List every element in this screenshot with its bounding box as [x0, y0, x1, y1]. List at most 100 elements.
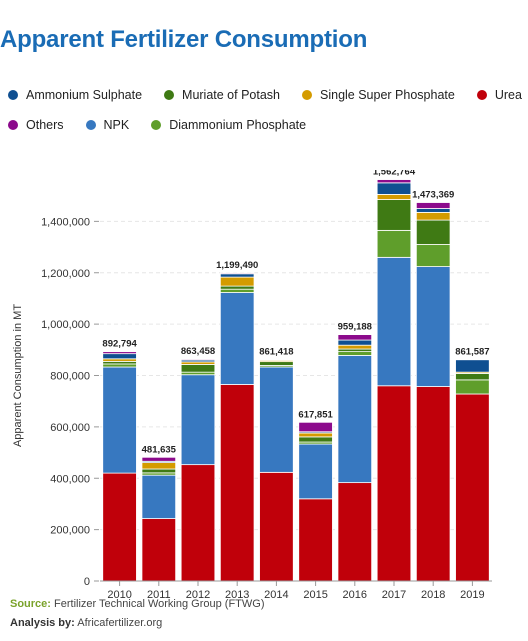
bar-muriate-of-potash-2015: [298, 436, 333, 443]
legend-label-diammonium-phosphate: Diammonium Phosphate: [169, 118, 307, 132]
bar-others-2011: [141, 456, 177, 462]
bar-urea-2017: [376, 385, 412, 582]
analysis-label: Analysis by:: [10, 617, 75, 629]
total-label-2017: 1,562,764: [373, 170, 416, 178]
bar-npk-2014: [259, 366, 294, 473]
bar-single-super-phosphate-2018: [415, 211, 451, 221]
bar-diammonium-phosphate-2019: [455, 379, 490, 395]
bar-npk-2013: [219, 292, 255, 385]
y-tick-label: 1,200,000: [41, 268, 90, 280]
analysis-text[interactable]: Africafertilizer.org: [77, 617, 163, 629]
y-tick-label: 400,000: [50, 473, 90, 485]
bar-single-super-phosphate-2017: [376, 194, 412, 200]
bar-urea-2019: [455, 393, 490, 582]
x-tick-label-2016: 2016: [343, 589, 367, 600]
legend-swatch-npk: [85, 120, 96, 130]
source-line: Source: Fertilizer Technical Working Gro…: [10, 598, 265, 610]
bar-ammonium-sulphate-2013: [219, 273, 255, 278]
legend-row-2: Others NPK Diammonium Phosphate: [8, 118, 306, 132]
y-tick-label: 800,000: [50, 371, 90, 383]
bar-urea-2018: [415, 386, 451, 582]
legend-swatch-muriate-of-potash: [164, 90, 175, 100]
legend-swatch-urea: [476, 90, 487, 100]
x-tick-label-2013: 2013: [225, 589, 249, 600]
x-tick-label-2014: 2014: [264, 589, 288, 600]
legend-label-urea: Urea: [494, 88, 522, 102]
legend-item-others[interactable]: Others: [8, 118, 64, 132]
total-label-2010: 892,794: [102, 339, 137, 350]
bar-urea-2010: [102, 472, 137, 582]
x-tick-label-2012: 2012: [186, 589, 210, 600]
bar-others-2016: [337, 334, 373, 341]
legend-item-diammonium-phosphate[interactable]: Diammonium Phosphate: [151, 118, 306, 132]
bar-urea-2012: [180, 464, 216, 582]
bar-npk-2017: [376, 256, 412, 387]
bar-muriate-of-potash-2017: [376, 199, 412, 231]
x-tick-label-2011: 2011: [147, 589, 171, 600]
bar-single-super-phosphate-2011: [141, 462, 177, 470]
bar-diammonium-phosphate-2018: [415, 244, 451, 267]
bar-others-2012: [180, 358, 216, 361]
y-tick-label: 1,400,000: [41, 216, 90, 228]
legend-item-urea[interactable]: Urea: [476, 88, 522, 102]
legend-swatch-others: [8, 120, 18, 130]
bar-single-super-phosphate-2015: [298, 432, 333, 438]
y-axis-title: Apparent Consumption in MT: [12, 304, 24, 447]
bar-urea-2011: [141, 518, 177, 582]
legend-label-single-super-phosphate: Single Super Phosphate: [320, 88, 455, 102]
bar-others-2018: [415, 202, 451, 209]
bar-ammonium-sulphate-2016: [337, 339, 373, 346]
legend-label-npk: NPK: [103, 118, 130, 132]
total-label-2012: 863,458: [181, 346, 215, 357]
legend-item-ammonium-sulphate[interactable]: Ammonium Sulphate: [8, 88, 142, 102]
legend-item-single-super-phosphate[interactable]: Single Super Phosphate: [302, 88, 455, 102]
y-tick-label: 200,000: [50, 525, 90, 537]
x-tick-label-2019: 2019: [460, 589, 484, 600]
x-tick-label-2015: 2015: [303, 589, 327, 600]
bar-muriate-of-potash-2011: [141, 468, 177, 474]
source-label: Source:: [10, 598, 51, 610]
bar-urea-2016: [337, 482, 373, 582]
total-label-2011: 481,635: [142, 444, 177, 455]
bar-others-2017: [376, 179, 412, 184]
bar-others-2013: [219, 272, 255, 275]
x-tick-label-2010: 2010: [107, 589, 131, 600]
bar-urea-2013: [219, 384, 255, 582]
bar-muriate-of-potash-2012: [180, 364, 216, 373]
bar-single-super-phosphate-2013: [219, 276, 255, 287]
bar-npk-2016: [337, 355, 373, 484]
bar-single-super-phosphate-2016: [337, 344, 373, 350]
bar-diammonium-phosphate-2016: [337, 351, 373, 356]
source-text: Fertilizer Technical Working Group (FTWG…: [54, 598, 265, 610]
legend-swatch-ammonium-sulphate: [8, 90, 18, 100]
bar-npk-2012: [180, 374, 216, 466]
y-tick-label: 0: [84, 576, 90, 588]
bar-urea-2015: [298, 498, 333, 582]
bar-ammonium-sulphate-2010: [102, 353, 137, 360]
bar-npk-2018: [415, 266, 451, 387]
x-tick-label-2018: 2018: [421, 589, 445, 600]
bar-muriate-of-potash-2014: [259, 361, 294, 366]
y-tick-label: 600,000: [50, 422, 90, 434]
total-label-2019: 861,587: [455, 347, 489, 358]
legend-swatch-single-super-phosphate: [302, 90, 312, 100]
bar-muriate-of-potash-2019: [455, 373, 490, 381]
bar-npk-2011: [141, 474, 177, 519]
legend-label-others: Others: [26, 118, 64, 132]
total-label-2016: 959,188: [338, 322, 372, 333]
legend-swatch-diammonium-phosphate: [151, 120, 162, 130]
chart-title: Apparent Fertilizer Consumption: [0, 26, 368, 53]
bar-muriate-of-potash-2018: [415, 219, 451, 245]
total-label-2013: 1,199,490: [216, 260, 258, 271]
stacked-bar-chart: 0 200,000 400,000 600,000 800,000 1,000,000 1,…: [12, 170, 492, 600]
bar-npk-2015: [298, 443, 333, 500]
bar-muriate-of-potash-2013: [219, 285, 255, 290]
legend-label-ammonium-sulphate: Ammonium Sulphate: [26, 88, 143, 102]
bar-urea-2014: [259, 471, 294, 582]
legend-item-npk[interactable]: NPK: [85, 118, 130, 132]
bar-diammonium-phosphate-2013: [219, 288, 255, 293]
bar-ammonium-sulphate-2018: [415, 208, 451, 213]
legend-item-muriate-of-potash[interactable]: Muriate of Potash: [164, 88, 280, 102]
analysis-line: Analysis by: Africafertilizer.org: [10, 617, 162, 629]
total-label-2014: 861,418: [259, 347, 293, 358]
